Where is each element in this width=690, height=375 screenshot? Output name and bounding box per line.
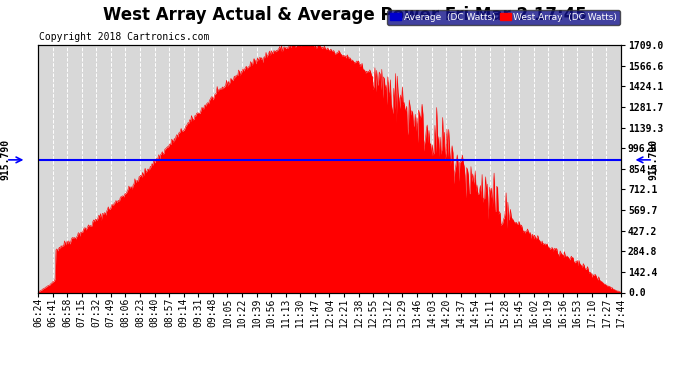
Text: Copyright 2018 Cartronics.com: Copyright 2018 Cartronics.com xyxy=(39,32,210,42)
Legend: Average  (DC Watts), West Array  (DC Watts): Average (DC Watts), West Array (DC Watts… xyxy=(387,10,620,24)
Text: West Array Actual & Average Power Fri Mar 2 17:45: West Array Actual & Average Power Fri Ma… xyxy=(103,6,587,24)
Text: 915.790: 915.790 xyxy=(649,139,659,180)
Text: 915.790: 915.790 xyxy=(0,139,10,180)
